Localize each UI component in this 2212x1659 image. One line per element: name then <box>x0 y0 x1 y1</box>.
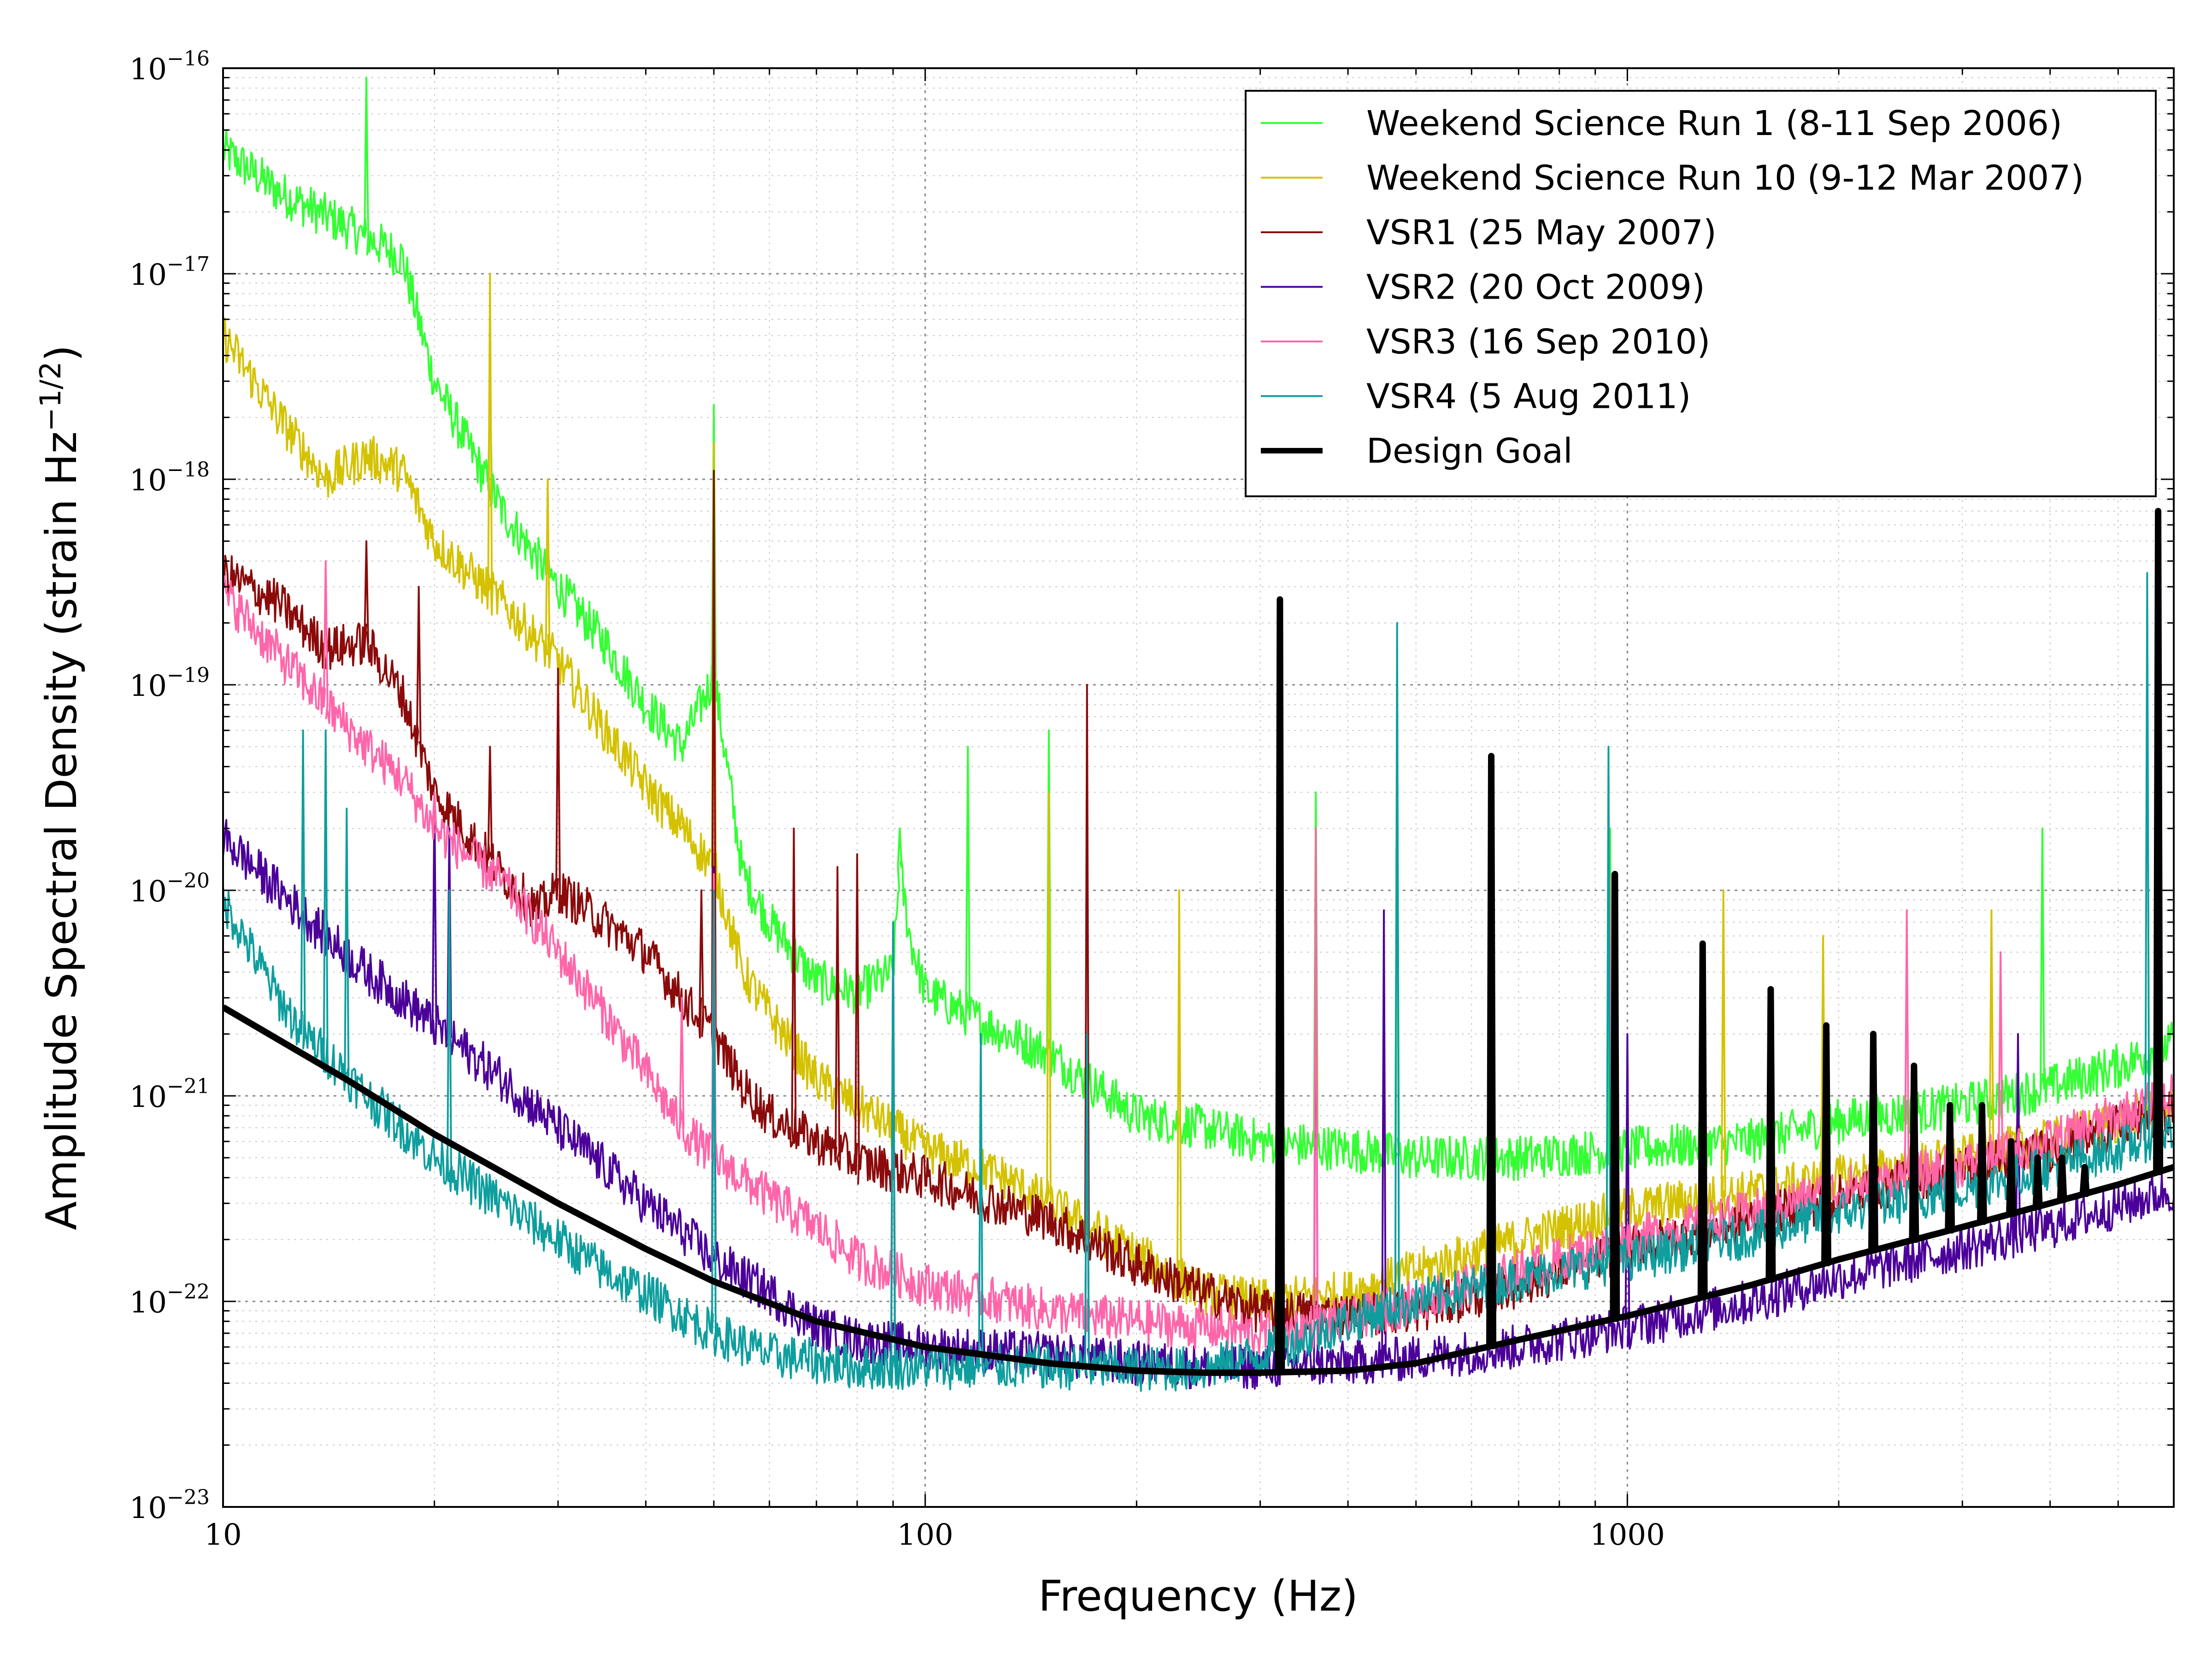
legend: Weekend Science Run 1 (8-11 Sep 2006) Wee… <box>1245 90 2157 497</box>
x-tick-labels: 10 100 1000 <box>204 1518 1665 1552</box>
x-tick-label: 1000 <box>1590 1518 1665 1552</box>
y-tick-base: 10 <box>129 1080 167 1114</box>
y-tick-label: 10−20 <box>129 869 210 909</box>
y-tick-base: 10 <box>129 258 167 292</box>
legend-label-3: VSR1 (25 May 2007) <box>1366 213 1717 253</box>
x-tick-label: 10 <box>204 1518 241 1552</box>
y-tick-base: 10 <box>129 1491 167 1525</box>
y-tick-exponent: −22 <box>167 1280 210 1304</box>
y-tick-base: 10 <box>129 669 167 703</box>
axis-ticks <box>222 67 2175 1508</box>
series-line-7 <box>223 508 2174 1376</box>
grid-lines <box>222 67 2174 1508</box>
y-tick-label: 10−23 <box>129 1486 210 1525</box>
legend-label-6: VSR4 (5 Aug 2011) <box>1366 377 1691 417</box>
legend-label-2: Weekend Science Run 10 (9-12 Mar 2007) <box>1366 159 2084 198</box>
legend-label-4: VSR2 (20 Oct 2009) <box>1366 268 1705 307</box>
y-tick-label: 10−18 <box>129 458 210 498</box>
y-tick-exponent: −20 <box>167 869 210 893</box>
y-tick-exponent: −21 <box>167 1075 210 1098</box>
legend-box <box>1245 90 2157 497</box>
y-axis-title-main: Amplitude Spectral Density (strain Hz <box>37 431 86 1230</box>
y-tick-label: 10−16 <box>129 47 210 87</box>
legend-label-1: Weekend Science Run 1 (8-11 Sep 2006) <box>1366 104 2062 143</box>
y-tick-exponent: −19 <box>167 664 210 687</box>
x-axis-title: Frequency (Hz) <box>1038 1571 1358 1621</box>
series-line-5 <box>223 560 2174 1354</box>
y-tick-label: 10−22 <box>129 1280 210 1320</box>
y-tick-exponent: −23 <box>167 1486 210 1509</box>
x-tick-label: 100 <box>897 1518 953 1552</box>
y-tick-label: 10−19 <box>129 664 210 703</box>
series-line-3 <box>223 470 2174 1339</box>
y-tick-exponent: −18 <box>167 458 210 482</box>
series-lines <box>223 76 2174 1392</box>
y-axis-title: Amplitude Spectral Density (strain Hz−1/… <box>34 345 86 1230</box>
legend-entries: Weekend Science Run 1 (8-11 Sep 2006) Wee… <box>1261 104 2084 471</box>
y-tick-exponent: −16 <box>167 47 210 71</box>
y-tick-exponent: −17 <box>167 253 210 276</box>
y-tick-base: 10 <box>129 464 167 498</box>
plot-frame <box>222 67 2175 1508</box>
y-tick-base: 10 <box>129 875 167 909</box>
y-axis-title-close: ) <box>37 345 86 361</box>
y-tick-label: 10−17 <box>129 253 210 292</box>
y-tick-label: 10−21 <box>129 1075 210 1114</box>
legend-label-5: VSR3 (16 Sep 2010) <box>1366 322 1710 362</box>
y-tick-base: 10 <box>129 53 167 87</box>
y-axis-title-exponent: −1/2 <box>34 361 67 431</box>
y-tick-base: 10 <box>129 1286 167 1320</box>
legend-label-7: Design Goal <box>1366 431 1573 471</box>
